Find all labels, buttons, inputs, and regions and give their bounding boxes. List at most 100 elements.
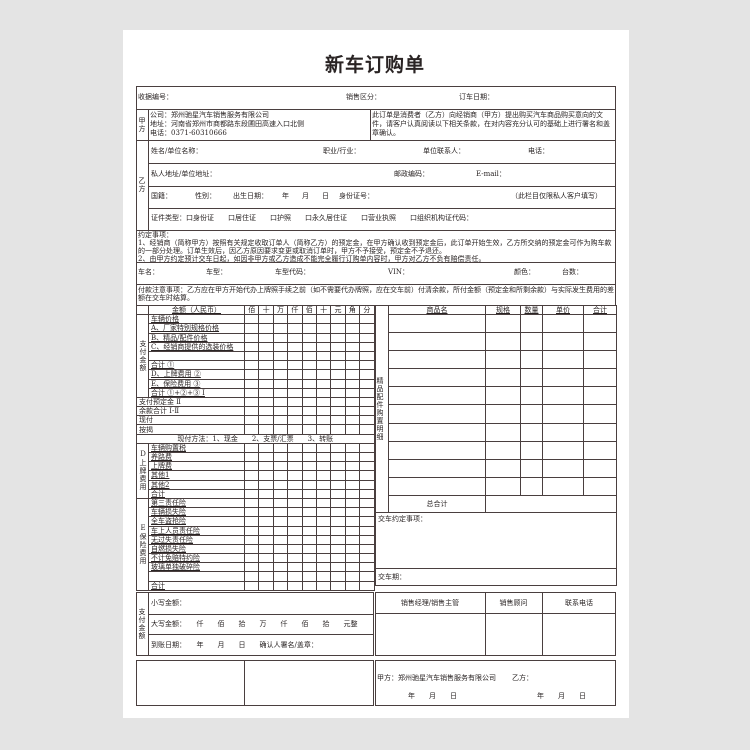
nationality-field[interactable]: 国籍： <box>151 192 172 200</box>
digit-cell[interactable] <box>287 341 303 352</box>
digit-cell[interactable] <box>359 350 375 362</box>
accessories-cell[interactable] <box>485 440 521 460</box>
digit-cell[interactable] <box>330 543 346 555</box>
occupation-field[interactable]: 职业/行业： <box>323 147 361 155</box>
accessories-cell[interactable] <box>388 458 486 478</box>
digit-cell[interactable] <box>344 369 361 380</box>
digit-cell[interactable] <box>330 562 346 573</box>
digit-cell[interactable] <box>330 387 346 398</box>
digit-cell[interactable] <box>359 497 375 509</box>
digit-cell[interactable] <box>243 387 260 398</box>
digit-cell[interactable] <box>344 488 361 499</box>
digit-cell[interactable] <box>243 341 260 352</box>
email-field[interactable]: E-mail： <box>476 170 506 178</box>
address-field[interactable]: 私人地址/单位地址： <box>151 170 217 178</box>
digit-cell[interactable] <box>258 488 274 499</box>
digit-cell[interactable] <box>315 332 332 343</box>
digit-cell[interactable] <box>330 323 346 334</box>
birth-field[interactable]: 出生日期： <box>233 192 268 200</box>
digit-cell[interactable] <box>344 323 361 334</box>
digit-cell[interactable] <box>359 543 375 555</box>
digit-cell[interactable] <box>287 424 303 435</box>
digit-cell[interactable] <box>258 424 274 435</box>
digit-cell[interactable] <box>359 516 375 527</box>
digit-cell[interactable] <box>301 461 317 472</box>
digit-cell[interactable] <box>359 507 375 518</box>
arrival-date-field[interactable]: 到账日期： 年 月 日 确认人署名/盖章： <box>151 641 318 649</box>
digit-cell[interactable] <box>344 461 361 472</box>
digit-cell[interactable] <box>301 360 317 371</box>
accessories-cell[interactable] <box>485 422 521 442</box>
accessories-cell[interactable] <box>520 313 543 334</box>
digit-cell[interactable] <box>243 470 260 481</box>
digit-cell[interactable] <box>301 415 317 426</box>
digit-cell[interactable] <box>359 415 375 426</box>
digit-cell[interactable] <box>258 461 274 472</box>
accessories-cell[interactable] <box>520 404 543 424</box>
digit-cell[interactable] <box>272 488 289 499</box>
digit-cell[interactable] <box>301 323 317 334</box>
digit-cell[interactable] <box>359 534 375 545</box>
digit-cell[interactable] <box>330 350 346 362</box>
digit-cell[interactable] <box>301 497 317 509</box>
digit-cell[interactable] <box>272 396 289 408</box>
accessories-cell[interactable] <box>520 332 543 352</box>
name-field[interactable]: 姓名/单位名称： <box>151 147 203 155</box>
digit-cell[interactable] <box>301 341 317 352</box>
digit-cell[interactable] <box>258 534 274 545</box>
digit-cell[interactable] <box>287 497 303 509</box>
accessories-cell[interactable] <box>542 422 584 442</box>
digit-cell[interactable] <box>301 369 317 380</box>
digit-cell[interactable] <box>315 442 332 454</box>
accessories-cell[interactable] <box>485 332 521 352</box>
accessories-cell[interactable] <box>485 313 521 334</box>
digit-cell[interactable] <box>315 562 332 573</box>
digit-cell[interactable] <box>287 442 303 454</box>
upper-amount-field[interactable]: 大写金额： 仟 佰 拾 万 仟 佰 拾 元整 <box>151 620 358 628</box>
digit-cell[interactable] <box>359 525 375 536</box>
digit-cell[interactable] <box>287 516 303 527</box>
digit-cell[interactable] <box>359 314 375 325</box>
digit-cell[interactable] <box>258 360 274 371</box>
accessories-cell[interactable] <box>485 386 521 406</box>
digit-cell[interactable] <box>272 350 289 362</box>
digit-cell[interactable] <box>344 415 361 426</box>
digit-cell[interactable] <box>330 507 346 518</box>
digit-cell[interactable] <box>315 350 332 362</box>
accessories-cell[interactable] <box>388 386 486 406</box>
accessories-cell[interactable] <box>485 368 521 388</box>
digit-cell[interactable] <box>315 507 332 518</box>
digit-cell[interactable] <box>258 580 274 591</box>
digit-cell[interactable] <box>301 562 317 573</box>
digit-cell[interactable] <box>258 571 274 582</box>
vehicle-vin[interactable]: VIN： <box>388 268 409 276</box>
digit-cell[interactable] <box>287 488 303 499</box>
digit-cell[interactable] <box>287 378 303 389</box>
digit-cell[interactable] <box>315 543 332 555</box>
digit-cell[interactable] <box>287 451 303 463</box>
digit-cell[interactable] <box>330 442 346 454</box>
digit-cell[interactable] <box>243 332 260 343</box>
digit-cell[interactable] <box>315 488 332 499</box>
digit-cell[interactable] <box>344 378 361 389</box>
digit-cell[interactable] <box>330 571 346 582</box>
accessories-cell[interactable] <box>388 404 486 424</box>
accessories-cell[interactable] <box>388 368 486 388</box>
digit-cell[interactable] <box>330 479 346 490</box>
accessories-cell[interactable] <box>583 458 617 478</box>
digit-cell[interactable] <box>330 369 346 380</box>
digit-cell[interactable] <box>243 562 260 573</box>
digit-cell[interactable] <box>243 369 260 380</box>
digit-cell[interactable] <box>330 534 346 545</box>
digit-cell[interactable] <box>344 580 361 591</box>
accessories-cell[interactable] <box>583 368 617 388</box>
accessories-cell[interactable] <box>388 332 486 352</box>
vehicle-color[interactable]: 颜色： <box>514 268 535 276</box>
accessories-cell[interactable] <box>485 404 521 424</box>
digit-cell[interactable] <box>330 360 346 371</box>
digit-cell[interactable] <box>258 314 274 325</box>
digit-cell[interactable] <box>330 406 346 417</box>
digit-cell[interactable] <box>287 406 303 417</box>
digit-cell[interactable] <box>272 470 289 481</box>
digit-cell[interactable] <box>359 406 375 417</box>
